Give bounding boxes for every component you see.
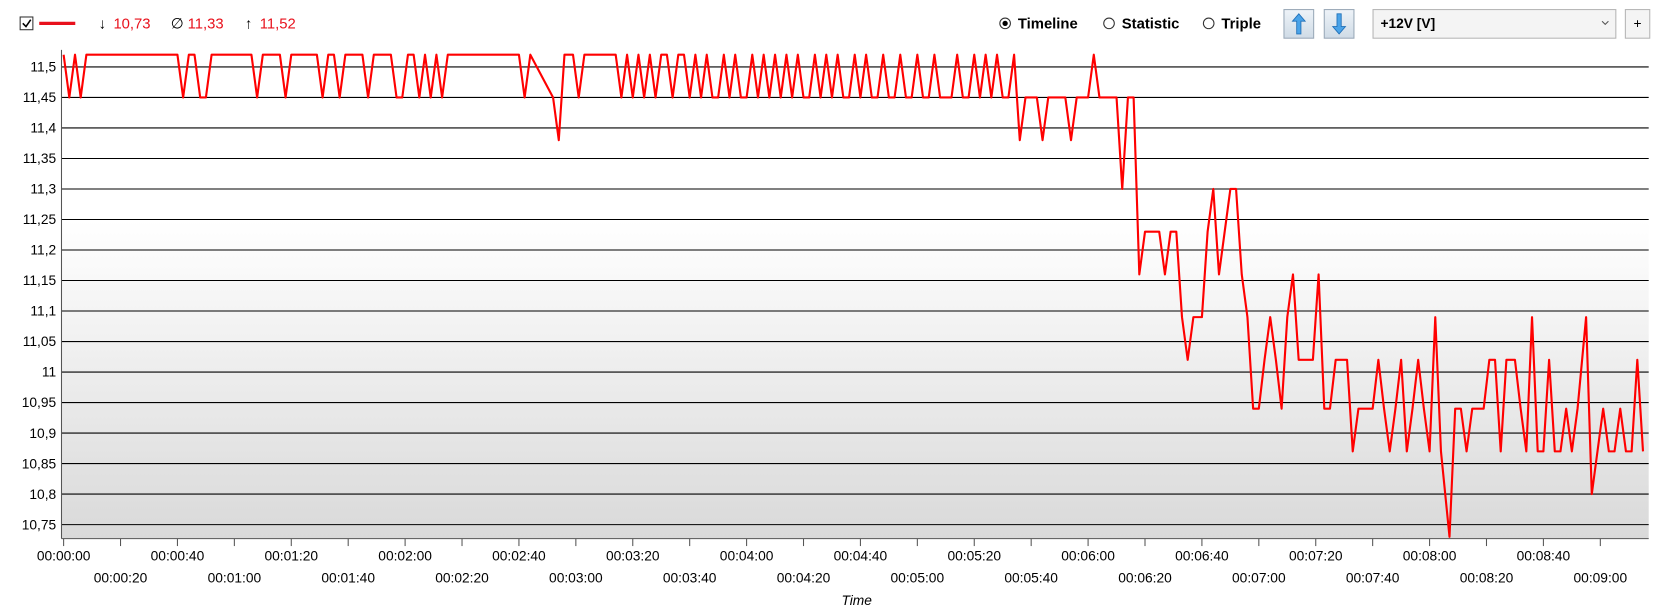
x-tick-label: 00:09:00 (1574, 571, 1628, 586)
x-tick-label: 00:04:40 (834, 548, 888, 563)
x-tick-label: 00:00:20 (94, 571, 148, 586)
x-tick-label: 00:05:40 (1004, 571, 1058, 586)
x-tick-label: 00:03:00 (549, 571, 603, 586)
radio-dot (1002, 20, 1008, 27)
x-tick-label: 00:03:40 (663, 571, 717, 586)
avg-icon: ∅ (171, 16, 184, 32)
x-tick-label: 00:06:40 (1175, 548, 1229, 563)
x-tick-label: 00:07:20 (1289, 548, 1343, 563)
x-tick-label: 00:06:00 (1061, 548, 1115, 563)
x-tick-label: 00:03:20 (606, 548, 660, 563)
x-tick-label: 00:04:20 (777, 571, 831, 586)
sensor-dropdown[interactable] (1372, 9, 1617, 39)
min-icon: ↓ (99, 16, 106, 32)
max-icon: ↑ (245, 16, 252, 32)
y-tick-label: 11 (42, 365, 56, 380)
down-icon (1331, 13, 1347, 35)
data-line (62, 53, 1645, 538)
y-tick-label: 11,5 (30, 60, 56, 75)
plot (62, 53, 1645, 538)
x-tick-label: 00:05:20 (947, 548, 1001, 563)
x-tick-label: 00:08:40 (1517, 548, 1571, 563)
x-tick-label: 00:06:20 (1118, 571, 1172, 586)
x-tick-label: 00:01:20 (264, 548, 318, 563)
y-tick-label: 10,95 (22, 395, 57, 410)
y-tick-label: 11,3 (30, 182, 56, 197)
x-tick-label: 00:04:00 (720, 548, 774, 563)
x-tick-label: 00:00:00 (37, 548, 91, 563)
y-tick-label: 11,4 (30, 121, 56, 136)
y-tick-label: 10,85 (22, 456, 57, 471)
avg-value: 11,33 (188, 16, 224, 32)
up-icon (1291, 13, 1307, 35)
view-option[interactable]: Timeline (1018, 16, 1078, 32)
x-tick-label: 00:08:20 (1460, 571, 1514, 586)
grid (61, 66, 1649, 526)
y-tick-label: 11,1 (30, 304, 56, 319)
radio[interactable] (1103, 17, 1115, 30)
view-option[interactable]: Triple (1221, 16, 1261, 32)
y-tick-label: 10,8 (29, 487, 56, 502)
plot-background (61, 49, 1649, 539)
x-tick-label: 00:07:00 (1232, 571, 1286, 586)
y-tick-label: 10,9 (29, 426, 56, 441)
y-tick-label: 10,75 (22, 517, 57, 532)
add-label: + (1634, 16, 1642, 31)
x-tick-label: 00:01:00 (208, 571, 262, 586)
x-axis-title: Time (841, 593, 872, 608)
x-tick-label: 00:02:20 (435, 571, 489, 586)
view-option[interactable]: Statistic (1122, 16, 1180, 32)
x-tick-label: 00:02:00 (378, 548, 432, 563)
checkbox[interactable] (19, 16, 34, 31)
x-tick-label: 00:07:40 (1346, 571, 1400, 586)
x-tick-label: 00:00:40 (151, 548, 205, 563)
y-tick-label: 11,15 (23, 273, 57, 288)
x-tick-label: 00:01:40 (321, 571, 375, 586)
x-tick-label: 00:08:00 (1403, 548, 1457, 563)
max-value: 11,52 (260, 16, 296, 32)
radio[interactable] (1202, 17, 1215, 30)
y-tick-label: 11,35 (23, 151, 57, 166)
x-tick-label: 00:02:40 (492, 548, 546, 563)
min-value: 10,73 (113, 16, 150, 32)
y-tick-label: 11,45 (23, 90, 57, 105)
x-tick-label: 00:05:00 (891, 571, 945, 586)
y-tick-label: 11,05 (23, 334, 57, 349)
checkmark (22, 19, 32, 28)
y-tick-label: 11,25 (23, 212, 57, 227)
y-tick-label: 11,2 (30, 243, 56, 258)
dropdown-chevron (1601, 20, 1609, 26)
add-button[interactable] (1624, 9, 1651, 39)
sensor-name: +12V [V] (1380, 16, 1435, 31)
